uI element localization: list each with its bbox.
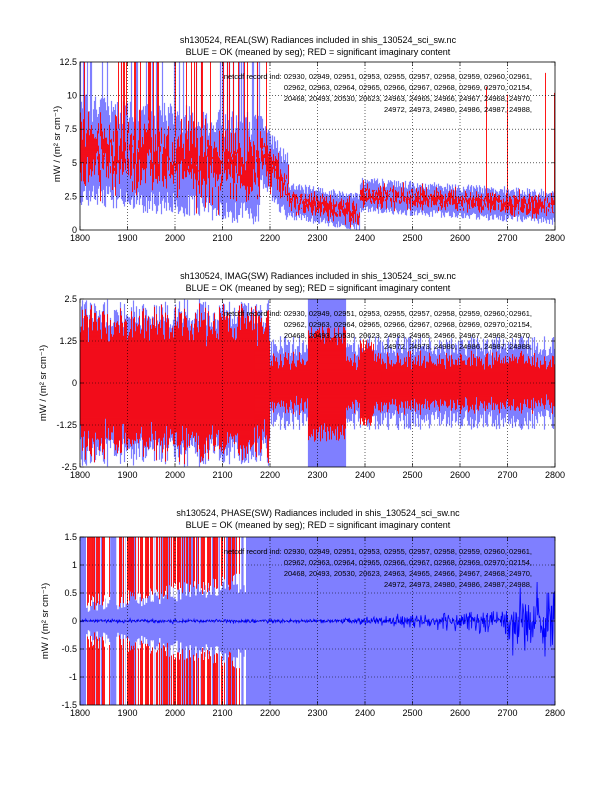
panel-imag-annotation: netcdf record ind: 02930, 02949, 02951, … xyxy=(224,309,532,351)
real-ytick-label: 5 xyxy=(72,158,77,168)
panel-imag-annotation-line-2: 02962, 02963, 02964, 02965, 02966, 02967… xyxy=(284,320,532,329)
phase-xtick-label: 1800 xyxy=(70,708,90,718)
imag-ytick-label: -2.5 xyxy=(61,462,77,472)
panel-real-title-line-1: sh130524, REAL(SW) Radiances included in… xyxy=(180,35,457,45)
real-xtick-label: 2100 xyxy=(212,233,232,243)
real-xtick-label: 2200 xyxy=(260,233,280,243)
panel-phase-annotation: netcdf record ind: 02930, 02949, 02951, … xyxy=(224,547,532,589)
imag-xtick-label: 1900 xyxy=(117,470,137,480)
panel-phase-annotation-line-1: netcdf record ind: 02930, 02949, 02951, … xyxy=(224,547,532,556)
phase-xtick-label: 1900 xyxy=(117,708,137,718)
real-xtick-label: 2300 xyxy=(307,233,327,243)
real-ytick-label: 2.5 xyxy=(64,191,77,201)
real-xtick-label: 1900 xyxy=(117,233,137,243)
phase-ytick-label: -1.5 xyxy=(61,700,77,710)
phase-ytick-label: 0.5 xyxy=(64,588,77,598)
panel-real-annotation-line-3: 20468, 20493, 20530, 20623, 24963, 24965… xyxy=(284,94,532,103)
phase-ytick-label: -1 xyxy=(69,672,77,682)
real-xtick-label: 2400 xyxy=(355,233,375,243)
panel-phase-annotation-line-2: 02962, 02963, 02964, 02965, 02966, 02967… xyxy=(284,558,532,567)
real-ytick-label: 10 xyxy=(67,91,77,101)
imag-xtick-label: 2100 xyxy=(212,470,232,480)
real-xtick-label: 2500 xyxy=(402,233,422,243)
imag-ytick-label: 2.5 xyxy=(64,294,77,304)
imag-xtick-label: 2400 xyxy=(355,470,375,480)
real-xtick-label: 2800 xyxy=(545,233,565,243)
real-ytick-label: 7.5 xyxy=(64,124,77,134)
panel-real-title-line-2: BLUE = OK (meaned by seg); RED = signifi… xyxy=(186,47,451,57)
imag-xtick-label: 2300 xyxy=(307,470,327,480)
imag-xtick-label: 2600 xyxy=(450,470,470,480)
panel-phase-annotation-line-4: 24972, 24973, 24980, 24986, 24987, 24988… xyxy=(384,580,532,589)
phase-ytick-label: -0.5 xyxy=(61,644,77,654)
phase-xtick-label: 2400 xyxy=(355,708,375,718)
panel-phase-annotation-line-3: 20468, 20493, 20530, 20623, 24963, 24965… xyxy=(284,569,532,578)
panel-phase-plot: 1800 1900 2000 2100 2200 2300 2400 2500 2600 2700… xyxy=(61,532,565,718)
panel-real-ylabel: mW / (m² sr cm⁻¹) xyxy=(52,106,63,182)
imag-xtick-label: 2500 xyxy=(402,470,422,480)
imag-ytick-label: 0 xyxy=(72,378,77,388)
phase-ytick-label: 1 xyxy=(72,560,77,570)
panel-real-annotation-line-2: 02962, 02963, 02964, 02965, 02966, 02967… xyxy=(284,83,532,92)
real-xtick-label: 2600 xyxy=(450,233,470,243)
phase-ytick-label: 1.5 xyxy=(64,532,77,542)
panel-real-annotation: netcdf record ind: 02930, 02949, 02951, … xyxy=(224,72,532,114)
panel-imag-title-line-1: sh130524, IMAG(SW) Radiances included in… xyxy=(180,271,456,281)
panel-phase-ylabel: mW / (m² sr cm⁻¹) xyxy=(40,583,51,659)
phase-xtick-label: 2700 xyxy=(497,708,517,718)
panel-imag-title-line-2: BLUE = OK (meaned by seg); RED = signifi… xyxy=(186,283,451,293)
imag-ytick-label: -1.25 xyxy=(56,420,77,430)
imag-ytick-label: 1.25 xyxy=(59,336,77,346)
phase-ytick-label: 0 xyxy=(72,616,77,626)
panel-real-plot: 1800 1900 2000 2100 2200 2300 2400 2500 2600 2700… xyxy=(59,57,565,243)
real-ytick-label: 0 xyxy=(72,225,77,235)
phase-xtick-label: 2000 xyxy=(165,708,185,718)
panel-imag-annotation-line-1: netcdf record ind: 02930, 02949, 02951, … xyxy=(224,309,532,318)
panel-real: sh130524, REAL(SW) Radiances included in… xyxy=(52,35,565,243)
real-xtick-label: 2700 xyxy=(497,233,517,243)
imag-series-red xyxy=(80,303,555,465)
panel-real-annotation-line-4: 24972, 24973, 24980, 24986, 24987, 24988… xyxy=(384,105,532,114)
phase-xtick-label: 2100 xyxy=(212,708,232,718)
panel-phase: sh130524, PHASE(SW) Radiances included i… xyxy=(40,508,565,718)
panel-imag: sh130524, IMAG(SW) Radiances included in… xyxy=(38,271,565,480)
imag-xtick-label: 2700 xyxy=(497,470,517,480)
real-series-group xyxy=(80,62,555,230)
imag-xtick-label: 2200 xyxy=(260,470,280,480)
real-xtick-label: 2000 xyxy=(165,233,185,243)
panel-phase-title-line-2: BLUE = OK (meaned by seg); RED = signifi… xyxy=(186,520,451,530)
phase-xtick-label: 2200 xyxy=(260,708,280,718)
panel-imag-annotation-line-4: 24972, 24973, 24980, 24986, 24987, 24988… xyxy=(384,342,532,351)
phase-xtick-label: 2800 xyxy=(545,708,565,718)
real-ytick-label: 12.5 xyxy=(59,57,77,67)
panel-phase-title-line-1: sh130524, PHASE(SW) Radiances included i… xyxy=(176,508,460,518)
phase-xtick-label: 2500 xyxy=(402,708,422,718)
imag-xtick-label: 1800 xyxy=(70,470,90,480)
panel-real-annotation-line-1: netcdf record ind: 02930, 02949, 02951, … xyxy=(224,72,532,81)
panel-imag-ylabel: mW / (m² sr cm⁻¹) xyxy=(38,345,49,421)
panel-imag-annotation-line-3: 20468, 20493, 20530, 20623, 24963, 24965… xyxy=(284,331,532,340)
panel-imag-plot: 1800 1900 2000 2100 2200 2300 2400 2500 2600 2700… xyxy=(56,294,565,480)
phase-xtick-label: 2600 xyxy=(450,708,470,718)
imag-xtick-label: 2800 xyxy=(545,470,565,480)
imag-xtick-label: 2000 xyxy=(165,470,185,480)
real-series-red xyxy=(80,62,555,228)
real-xtick-label: 1800 xyxy=(70,233,90,243)
phase-xtick-label: 2300 xyxy=(307,708,327,718)
